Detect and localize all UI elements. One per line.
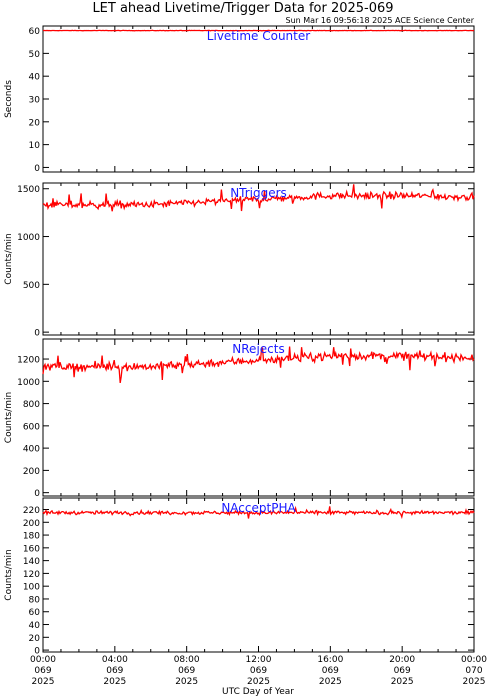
x-tick-labels-group: 00:00069202504:00069202508:00069202512:0… bbox=[30, 655, 487, 687]
y-tick-label: 200 bbox=[23, 467, 40, 477]
y-axis-label: Counts/min bbox=[4, 549, 14, 600]
y-tick-label: 0 bbox=[34, 489, 40, 499]
series-line bbox=[42, 346, 475, 384]
x-tick-year-label: 2025 bbox=[463, 677, 486, 687]
y-tick-label: 500 bbox=[23, 281, 40, 291]
panel-label: Livetime Counter bbox=[207, 29, 310, 43]
x-tick-doy-label: 069 bbox=[322, 666, 339, 676]
y-tick-label: 0 bbox=[34, 164, 40, 174]
series-line bbox=[43, 29, 475, 32]
y-tick-label: 1200 bbox=[17, 356, 40, 366]
y-tick-label: 1000 bbox=[17, 233, 40, 243]
x-tick-time-label: 00:00 bbox=[30, 655, 56, 665]
y-tick-label: 600 bbox=[23, 422, 40, 432]
y-tick-label: 10 bbox=[29, 141, 41, 151]
panel-1: 0 10 20 30 40 50 60 Seconds Livetime Counter bbox=[4, 25, 475, 174]
x-tick-time-label: 16:00 bbox=[317, 655, 343, 665]
y-tick-label: 80 bbox=[29, 595, 41, 605]
y-tick-label: 120 bbox=[23, 570, 40, 580]
panel-2: 0 500 1000 1500 Counts/min NTriggers bbox=[4, 182, 475, 339]
panel-label: NTriggers bbox=[230, 186, 287, 200]
panel-3: 0 200 400 600 800 1000 1200 Counts/min NRejects bbox=[4, 338, 475, 499]
x-tick-time-label: 04:00 bbox=[102, 655, 128, 665]
y-tick-label: 200 bbox=[23, 519, 40, 529]
panel-frame bbox=[42, 25, 475, 173]
x-tick-year-label: 2025 bbox=[175, 677, 198, 687]
x-tick-year-label: 2025 bbox=[32, 677, 55, 687]
y-axis-label: Counts/min bbox=[4, 233, 14, 284]
y-tick-label: 1000 bbox=[17, 378, 40, 388]
panel-frame bbox=[42, 497, 475, 653]
x-tick-doy-label: 069 bbox=[178, 666, 195, 676]
series-line bbox=[42, 505, 475, 520]
y-tick-label: 1500 bbox=[17, 185, 40, 195]
panels-group: 0 10 20 30 40 50 60 Seconds Livetime Counter 0 500… bbox=[4, 25, 475, 657]
y-tick-label: 0 bbox=[34, 647, 40, 657]
x-tick-doy-label: 069 bbox=[106, 666, 123, 676]
x-tick-year-label: 2025 bbox=[247, 677, 270, 687]
y-tick-label: 160 bbox=[23, 544, 40, 554]
y-tick-label: 20 bbox=[29, 118, 41, 128]
panel-label: NAcceptPHA bbox=[221, 501, 296, 515]
y-tick-label: 60 bbox=[29, 27, 41, 37]
panel-label: NRejects bbox=[232, 342, 284, 356]
x-tick-time-label: 12:00 bbox=[246, 655, 272, 665]
x-tick-year-label: 2025 bbox=[103, 677, 126, 687]
y-axis-label: Seconds bbox=[4, 80, 14, 118]
x-tick-doy-label: 069 bbox=[34, 666, 51, 676]
y-tick-label: 20 bbox=[29, 634, 41, 644]
y-axis-label: Counts/min bbox=[4, 392, 14, 443]
panel-4: 0 20 40 60 80 100 120 140 160 180 200 220 Counts/min… bbox=[4, 497, 475, 657]
y-tick-label: 180 bbox=[23, 532, 40, 542]
y-tick-label: 220 bbox=[23, 506, 40, 516]
x-tick-time-label: 00:00 bbox=[461, 655, 487, 665]
chart-title: LET ahead Livetime/Trigger Data for 2025… bbox=[92, 1, 393, 16]
x-tick-time-label: 20:00 bbox=[389, 655, 415, 665]
y-tick-label: 50 bbox=[29, 50, 41, 60]
x-tick-doy-label: 069 bbox=[250, 666, 267, 676]
x-tick-doy-label: 069 bbox=[394, 666, 411, 676]
x-tick-doy-label: 070 bbox=[465, 666, 482, 676]
x-axis-label: UTC Day of Year bbox=[222, 687, 294, 697]
y-tick-label: 0 bbox=[34, 329, 40, 339]
y-tick-label: 100 bbox=[23, 583, 40, 593]
y-tick-label: 60 bbox=[29, 608, 41, 618]
y-tick-label: 800 bbox=[23, 400, 40, 410]
y-tick-label: 30 bbox=[29, 96, 41, 106]
y-tick-label: 140 bbox=[23, 557, 40, 567]
x-tick-time-label: 08:00 bbox=[174, 655, 200, 665]
x-tick-year-label: 2025 bbox=[391, 677, 414, 687]
y-tick-label: 40 bbox=[29, 73, 41, 83]
timestamp-label: Sun Mar 16 09:56:18 2025 ACE Science Cen… bbox=[286, 16, 475, 25]
y-tick-label: 400 bbox=[23, 445, 40, 455]
x-tick-year-label: 2025 bbox=[319, 677, 342, 687]
y-tick-label: 40 bbox=[29, 621, 41, 631]
series-line bbox=[42, 184, 475, 212]
